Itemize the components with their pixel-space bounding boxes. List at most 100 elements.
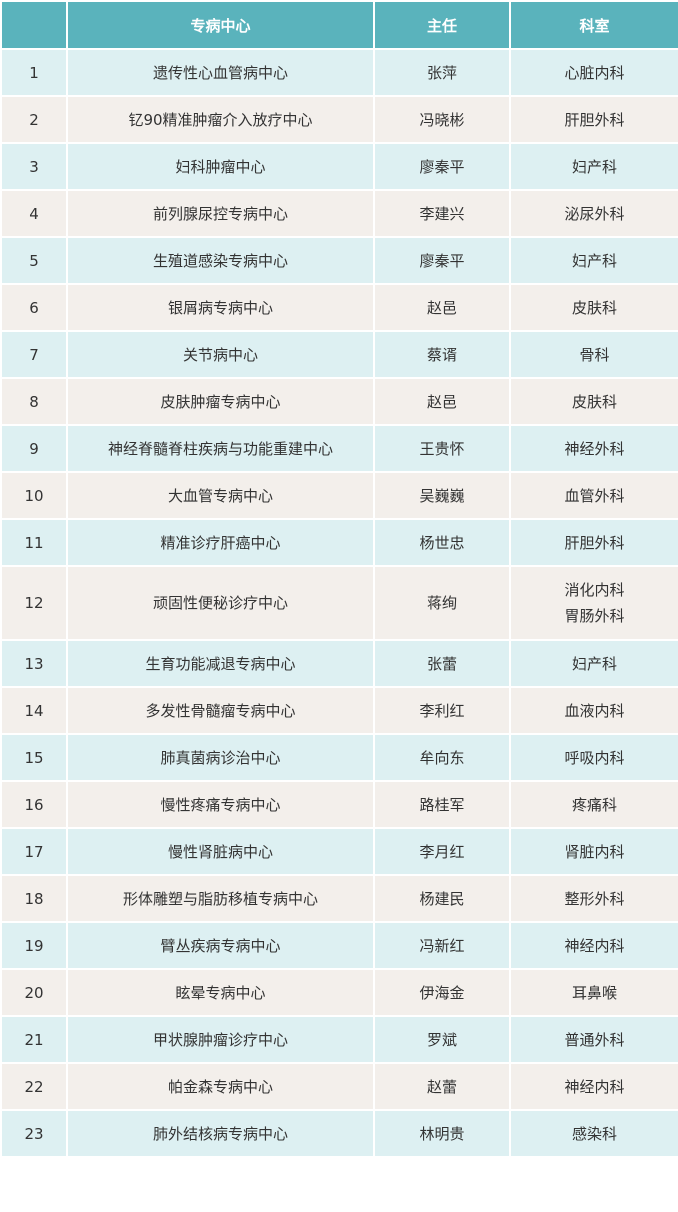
- department-name: 骨科: [579, 345, 610, 364]
- department-name: 整形外科: [564, 889, 625, 908]
- table-row: 7 关节病中心 蔡谞 骨科: [0, 330, 678, 379]
- department-cell: 耳鼻喉: [509, 968, 678, 1017]
- director-name: 廖秦平: [373, 142, 511, 191]
- department-cell: 神经内科: [509, 1062, 678, 1111]
- row-index: 19: [0, 921, 68, 970]
- director-name: 林明贵: [373, 1109, 511, 1158]
- department-name: 疼痛科: [571, 795, 617, 814]
- row-index: 12: [0, 565, 68, 641]
- table-row: 11 精准诊疗肝癌中心 杨世忠 肝胆外科: [0, 518, 678, 567]
- department-name: 皮肤科: [571, 392, 617, 411]
- row-index: 20: [0, 968, 68, 1017]
- center-name: 关节病中心: [66, 330, 375, 379]
- director-name: 杨世忠: [373, 518, 511, 567]
- specialty-centers-table: 专病中心 主任 科室 1 遗传性心血管病中心 张萍 心脏内科 2 钇90精准肿瘤介入放疗中…: [0, 0, 678, 1158]
- department-name: 神经外科: [564, 439, 625, 458]
- table-row: 13 生育功能减退专病中心 张蕾 妇产科: [0, 639, 678, 688]
- department-cell: 消化内科 胃肠外科: [509, 565, 678, 641]
- department-cell: 普通外科: [509, 1015, 678, 1064]
- director-name: 廖秦平: [373, 236, 511, 285]
- row-index: 13: [0, 639, 68, 688]
- table-row: 6 银屑病专病中心 赵邑 皮肤科: [0, 283, 678, 332]
- center-name: 银屑病专病中心: [66, 283, 375, 332]
- department-name: 肝胆外科: [564, 110, 625, 129]
- department-cell: 血液内科: [509, 686, 678, 735]
- table-row: 21 甲状腺肿瘤诊疗中心 罗斌 普通外科: [0, 1015, 678, 1064]
- center-name: 多发性骨髓瘤专病中心: [66, 686, 375, 735]
- table-row: 3 妇科肿瘤中心 廖秦平 妇产科: [0, 142, 678, 191]
- department-name: 胃肠外科: [564, 607, 625, 625]
- center-name: 甲状腺肿瘤诊疗中心: [66, 1015, 375, 1064]
- department-cell: 妇产科: [509, 236, 678, 285]
- director-name: 罗斌: [373, 1015, 511, 1064]
- header-department: 科室: [509, 0, 678, 50]
- department-name: 神经内科: [564, 1077, 625, 1096]
- table-row: 8 皮肤肿瘤专病中心 赵邑 皮肤科: [0, 377, 678, 426]
- center-name: 皮肤肿瘤专病中心: [66, 377, 375, 426]
- director-name: 冯晓彬: [373, 95, 511, 144]
- director-name: 张蕾: [373, 639, 511, 688]
- department-cell: 妇产科: [509, 142, 678, 191]
- table-row: 22 帕金森专病中心 赵蕾 神经内科: [0, 1062, 678, 1111]
- director-name: 伊海金: [373, 968, 511, 1017]
- table-row: 18 形体雕塑与脂肪移植专病中心 杨建民 整形外科: [0, 874, 678, 923]
- row-index: 9: [0, 424, 68, 473]
- department-name: 神经内科: [564, 936, 625, 955]
- director-name: 赵蕾: [373, 1062, 511, 1111]
- director-name: 李利红: [373, 686, 511, 735]
- department-name: 妇产科: [571, 251, 617, 270]
- department-cell: 肝胆外科: [509, 95, 678, 144]
- department-name: 心脏内科: [564, 63, 625, 82]
- center-name: 精准诊疗肝癌中心: [66, 518, 375, 567]
- director-name: 赵邑: [373, 283, 511, 332]
- department-name: 肝胆外科: [564, 533, 625, 552]
- center-name: 妇科肿瘤中心: [66, 142, 375, 191]
- director-name: 赵邑: [373, 377, 511, 426]
- row-index: 6: [0, 283, 68, 332]
- table-row: 20 眩晕专病中心 伊海金 耳鼻喉: [0, 968, 678, 1017]
- department-cell: 皮肤科: [509, 377, 678, 426]
- row-index: 10: [0, 471, 68, 520]
- header-center: 专病中心: [66, 0, 375, 50]
- director-name: 李建兴: [373, 189, 511, 238]
- row-index: 21: [0, 1015, 68, 1064]
- department-name: 耳鼻喉: [571, 983, 617, 1002]
- department-cell: 泌尿外科: [509, 189, 678, 238]
- department-name: 妇产科: [571, 654, 617, 673]
- director-name: 蒋绚: [373, 565, 511, 641]
- department-cell: 疼痛科: [509, 780, 678, 829]
- department-cell: 感染科: [509, 1109, 678, 1158]
- row-index: 1: [0, 48, 68, 97]
- row-index: 2: [0, 95, 68, 144]
- center-name: 神经脊髓脊柱疾病与功能重建中心: [66, 424, 375, 473]
- department-name: 妇产科: [571, 157, 617, 176]
- table-row: 2 钇90精准肿瘤介入放疗中心 冯晓彬 肝胆外科: [0, 95, 678, 144]
- director-name: 冯新红: [373, 921, 511, 970]
- department-cell: 心脏内科: [509, 48, 678, 97]
- director-name: 吴巍巍: [373, 471, 511, 520]
- table-row: 9 神经脊髓脊柱疾病与功能重建中心 王贵怀 神经外科: [0, 424, 678, 473]
- table-row: 5 生殖道感染专病中心 廖秦平 妇产科: [0, 236, 678, 285]
- center-name: 前列腺尿控专病中心: [66, 189, 375, 238]
- department-name: 皮肤科: [571, 298, 617, 317]
- table-row: 16 慢性疼痛专病中心 路桂军 疼痛科: [0, 780, 678, 829]
- department-cell: 神经外科: [509, 424, 678, 473]
- table-row: 14 多发性骨髓瘤专病中心 李利红 血液内科: [0, 686, 678, 735]
- header-row: 专病中心 主任 科室: [0, 0, 678, 50]
- row-index: 3: [0, 142, 68, 191]
- center-name: 肺真菌病诊治中心: [66, 733, 375, 782]
- row-index: 8: [0, 377, 68, 426]
- director-name: 路桂军: [373, 780, 511, 829]
- center-name: 臂丛疾病专病中心: [66, 921, 375, 970]
- center-name: 生殖道感染专病中心: [66, 236, 375, 285]
- department-name: 泌尿外科: [564, 204, 625, 223]
- department-cell: 呼吸内科: [509, 733, 678, 782]
- center-name: 形体雕塑与脂肪移植专病中心: [66, 874, 375, 923]
- row-index: 16: [0, 780, 68, 829]
- table-row: 12 顽固性便秘诊疗中心 蒋绚 消化内科 胃肠外科: [0, 565, 678, 641]
- center-name: 钇90精准肿瘤介入放疗中心: [66, 95, 375, 144]
- row-index: 5: [0, 236, 68, 285]
- department-cell: 骨科: [509, 330, 678, 379]
- center-name: 慢性疼痛专病中心: [66, 780, 375, 829]
- row-index: 22: [0, 1062, 68, 1111]
